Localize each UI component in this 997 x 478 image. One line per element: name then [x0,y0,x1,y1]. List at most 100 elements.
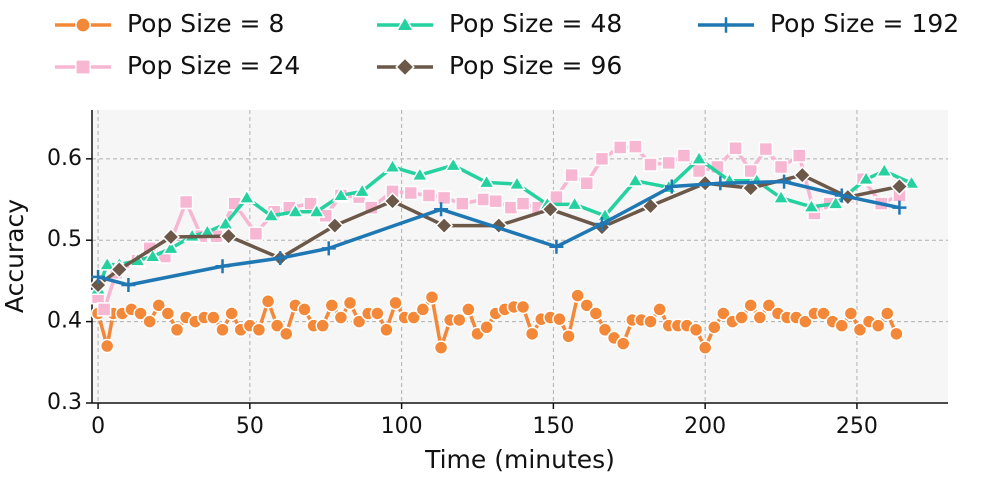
marker [890,177,909,196]
marker [707,320,722,335]
marker [688,322,704,337]
marker [286,202,305,218]
legend-label: Pop Size = 48 [449,9,622,38]
marker [395,57,415,77]
marker [892,200,907,215]
marker [515,299,531,315]
legend-label: Pop Size = 8 [127,9,284,38]
marker [641,196,660,216]
marker [75,59,91,75]
marker [852,322,868,337]
legend-label: Pop Size = 96 [449,51,622,80]
marker [508,175,526,191]
marker [713,176,728,191]
marker [816,306,831,321]
marker [761,298,777,313]
marker [75,17,91,33]
marker [857,170,875,186]
marker [503,200,519,215]
marker [579,298,595,313]
marker [743,163,758,179]
marker [262,206,280,222]
marker [594,216,609,231]
marker [383,192,402,211]
marker [99,338,115,354]
marker [626,171,645,187]
marker [570,288,585,303]
marker [549,189,564,205]
marker [351,314,367,329]
marker [612,140,628,155]
x-tick-label: 200 [684,414,726,439]
plot-area [92,110,948,403]
legend-label: Pop Size = 24 [127,51,300,80]
marker [215,322,230,337]
x-tick-label: 100 [381,414,423,439]
marker [142,314,157,329]
legend-label: Pop Size = 192 [770,9,959,38]
marker [421,188,437,203]
marker [160,306,176,321]
marker [843,306,859,321]
marker [219,227,238,246]
marker [434,202,449,217]
marker [643,314,658,329]
marker [91,269,106,284]
marker [297,302,312,317]
marker [89,275,108,295]
marker [216,214,235,230]
marker [178,194,194,210]
marker [564,167,579,183]
marker [716,306,731,321]
marker [383,157,402,173]
marker [594,151,610,167]
marker [743,298,758,313]
marker [215,259,230,274]
marker [477,173,496,189]
marker [444,156,463,172]
marker [133,306,148,321]
x-tick-label: 50 [236,414,264,439]
marker [260,294,276,309]
marker [251,322,267,337]
marker [515,196,531,211]
marker [870,318,886,333]
marker [321,241,336,256]
marker [615,336,631,351]
y-tick-label: 0.5 [47,227,82,252]
x-tick-label: 0 [91,414,105,439]
marker [880,306,895,321]
marker [488,193,503,209]
marker [524,326,540,342]
marker [324,298,340,313]
marker [161,227,180,247]
y-tick-label: 0.3 [47,390,82,415]
marker [588,306,604,321]
marker [279,326,294,342]
marker [652,302,667,317]
marker [333,310,349,325]
marker [792,148,807,163]
marker [307,202,326,218]
marker [773,159,789,175]
marker [415,302,431,317]
marker [549,239,564,254]
marker [793,166,812,185]
x-tick-label: 150 [532,414,574,439]
marker [435,216,454,235]
marker [802,197,821,213]
marker [379,322,394,337]
marker [370,306,385,321]
marker [121,277,136,292]
marker [342,295,358,311]
marker [353,182,371,198]
marker [902,174,921,190]
marker [875,162,894,178]
marker [224,306,239,321]
marker [479,320,494,335]
marker [273,251,288,266]
marker [403,185,418,201]
series-line [96,157,913,290]
marker [96,302,112,317]
